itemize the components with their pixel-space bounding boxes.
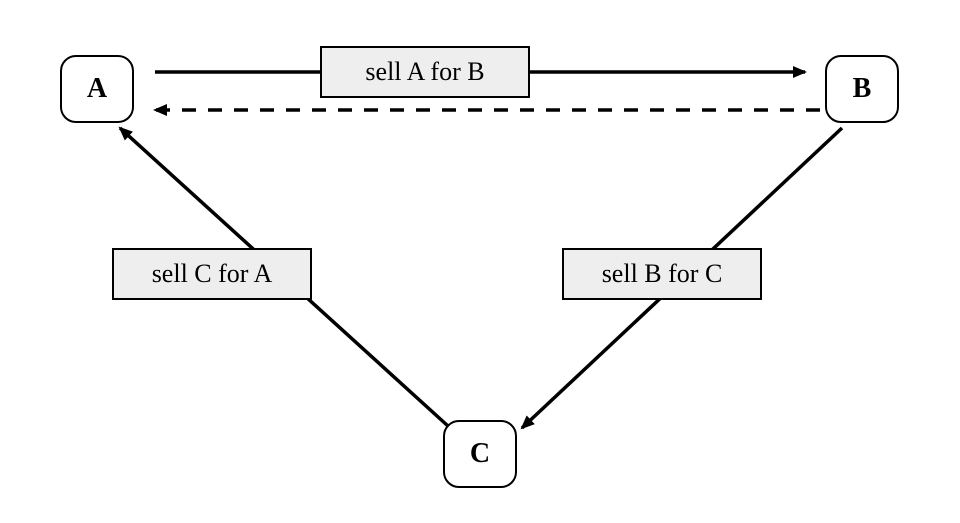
node-a-label: A — [87, 73, 107, 105]
node-b-label: B — [853, 73, 872, 105]
node-a: A — [60, 55, 134, 123]
edge-label-a-to-b-text: sell A for B — [365, 57, 484, 87]
edge-label-b-to-c: sell B for C — [562, 248, 762, 300]
edge-label-c-to-a-text: sell C for A — [152, 259, 273, 289]
edge-label-c-to-a: sell C for A — [112, 248, 312, 300]
edge-label-a-to-b: sell A for B — [320, 46, 530, 98]
node-b: B — [825, 55, 899, 123]
diagram-canvas: A B C sell A for B sell B for C sell C f… — [0, 0, 960, 523]
edge-label-b-to-c-text: sell B for C — [602, 259, 723, 289]
node-c: C — [443, 420, 517, 488]
node-c-label: C — [470, 438, 490, 470]
